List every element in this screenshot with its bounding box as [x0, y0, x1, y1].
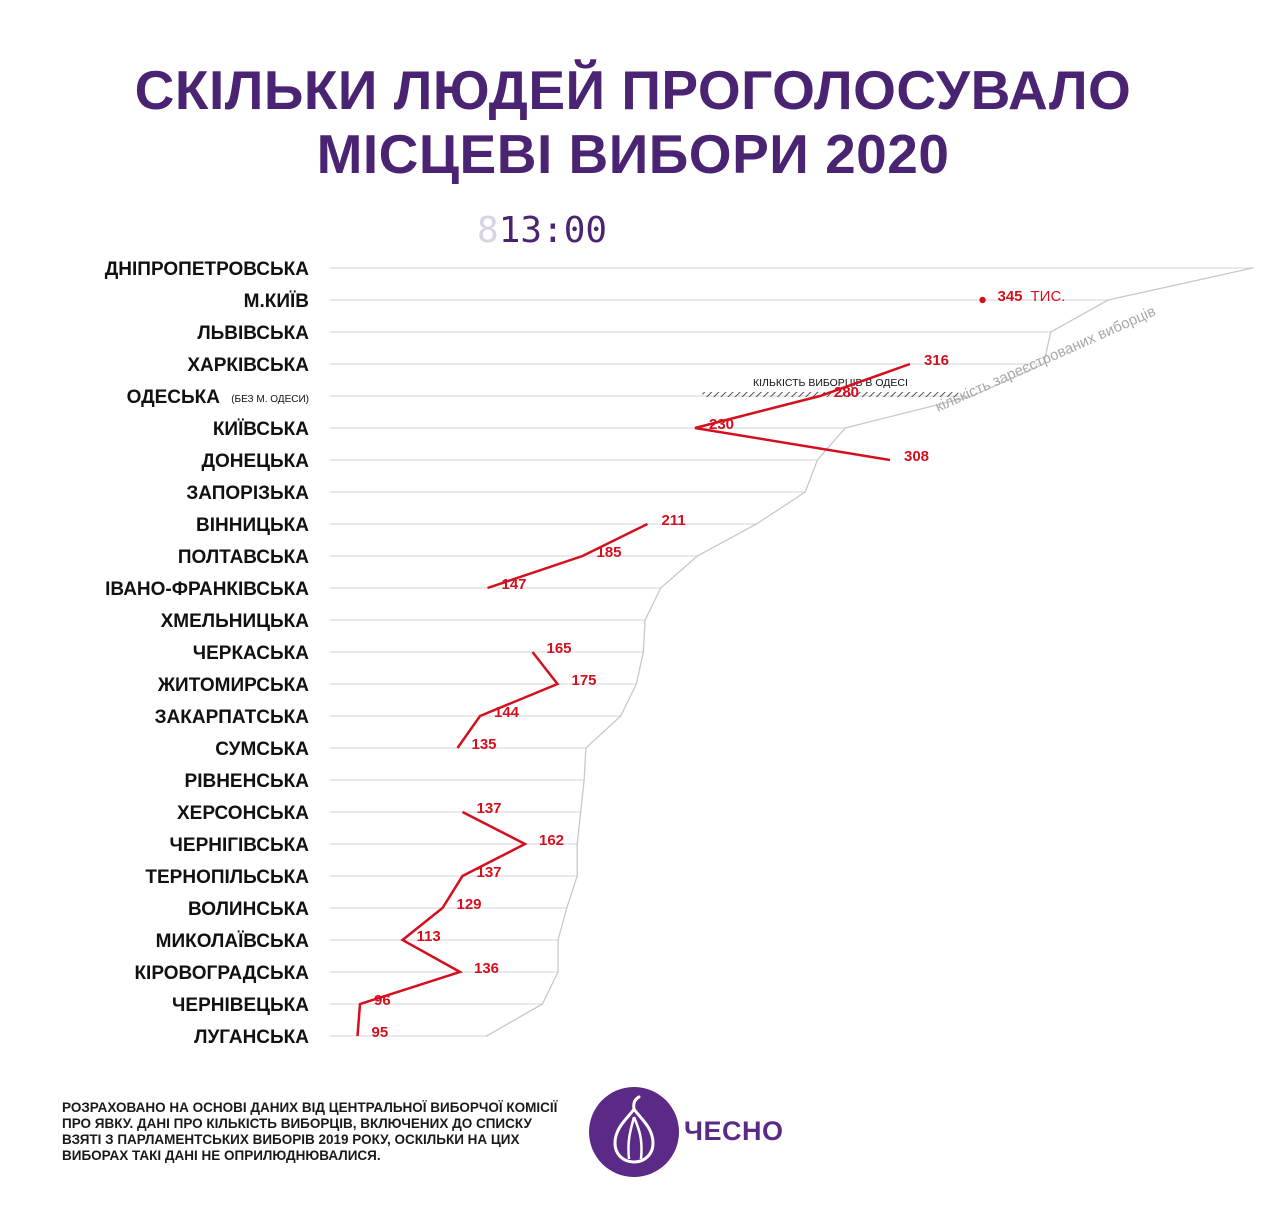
logo-text: ЧЕСНО — [684, 1116, 784, 1146]
registered-voters-point — [541, 1003, 544, 1005]
turnout-line-segment — [487, 522, 649, 590]
registered-voters-point — [557, 971, 559, 973]
turnout-chart: кількість зареєстрованих виборців КІЛЬКІ… — [105, 259, 1254, 1048]
turnout-value-label: 185 — [597, 544, 622, 561]
category-label: ЖИТОМИРСЬКА — [157, 675, 309, 696]
registered-voters-point — [579, 811, 582, 813]
category-label: ПОЛТАВСЬКА — [178, 547, 309, 568]
category-label: ЧЕРНІВЕЦЬКА — [172, 995, 309, 1016]
registered-voters-point — [696, 555, 699, 557]
turnout-value-label: 308 — [904, 448, 929, 465]
turnout-value-label: 135 — [472, 736, 497, 753]
annotations: КІЛЬКІСТЬ ВИБОРЦІВ В ОДЕСІ — [702, 377, 959, 397]
category-label: ХАРКІВСЬКА — [187, 355, 309, 376]
category-label: СУМСЬКА — [215, 739, 309, 760]
turnout-value-label: 137 — [477, 800, 502, 817]
clock-display: 813:00 — [477, 210, 607, 251]
registered-voters-point — [971, 395, 974, 397]
turnout-value-label: 136 — [474, 960, 499, 977]
category-label: ЛУГАНСЬКА — [194, 1027, 309, 1048]
registered-voters-point — [755, 523, 758, 525]
category-label: МИКОЛАЇВСЬКА — [156, 931, 310, 952]
category-label: КИЇВСЬКА — [213, 419, 309, 440]
category-label: ХЕРСОНСЬКА — [177, 803, 309, 824]
registered-voters-point — [1042, 363, 1045, 365]
turnout-value-label: 211 — [662, 512, 686, 529]
turnout-value-label: 345 — [998, 288, 1023, 305]
registered-voters-point — [619, 715, 622, 717]
registered-voters-point — [1251, 267, 1254, 269]
category-label: ЗАКАРПАТСЬКА — [155, 707, 310, 728]
category-label: РІВНЕНСЬКА — [185, 771, 310, 792]
turnout-series: 345 ТИС.316280230308211185147165175144135… — [356, 288, 1066, 1041]
turnout-line-segment — [356, 810, 528, 1037]
registered-voters-point — [644, 619, 646, 621]
footnote: РОЗРАХОВАНО НА ОСНОВІ ДАНИХ ВІД ЦЕНТРАЛЬ… — [62, 1100, 558, 1163]
category-label: ІВАНО-ФРАНКІВСЬКА — [105, 579, 309, 600]
category-label: ВОЛИНСЬКА — [188, 899, 309, 920]
registered-voters-point — [642, 651, 645, 653]
turnout-value-label: 129 — [457, 896, 482, 913]
turnout-value-label: 95 — [372, 1024, 389, 1041]
category-label: ЛЬВІВСЬКА — [197, 323, 309, 344]
registered-voters-point — [565, 907, 568, 909]
category-label: ТЕРНОПІЛЬСЬКА — [145, 867, 309, 888]
registered-voters-point — [844, 427, 847, 429]
category-label: КІРОВОГРАДСЬКА — [134, 963, 309, 984]
registered-voters-point — [1049, 331, 1052, 333]
registered-voters-point — [635, 683, 638, 685]
category-label: ЗАПОРІЗЬКА — [186, 483, 309, 504]
registered-voters-point — [485, 1035, 488, 1037]
odesa-hatch-bar — [702, 392, 959, 397]
registered-voters-point — [576, 875, 578, 877]
category-label: ДОНЕЦЬКА — [201, 451, 309, 472]
turnout-value-label: 162 — [539, 832, 564, 849]
clock-time: 13:00 — [498, 210, 608, 251]
clock-ghost-digit: 8 — [477, 210, 499, 251]
garlic-icon — [589, 1087, 679, 1177]
turnout-line-segment — [456, 651, 560, 749]
turnout-point — [979, 296, 986, 304]
category-label: ОДЕСЬКА — [127, 387, 221, 408]
category-label: ЧЕРКАСЬКА — [193, 643, 310, 664]
registered-voters-label: кількість зареєстрованих виборців — [933, 303, 1159, 416]
turnout-value-label: 175 — [572, 672, 597, 689]
category-label: ЧЕРНІГІВСЬКА — [170, 835, 310, 856]
registered-voters-point — [804, 491, 807, 493]
turnout-value-label: 137 — [477, 864, 502, 881]
category-note: (БЕЗ М. ОДЕСИ) — [231, 394, 309, 405]
turnout-value-label: 165 — [547, 640, 572, 657]
turnout-line-segment — [694, 362, 911, 462]
grid-lines — [330, 267, 1253, 1037]
registered-voters-point — [585, 747, 587, 749]
category-labels: ДНІПРОПЕТРОВСЬКА М.КИЇВ ЛЬВІВСЬКА ХАРКІВСЬК… — [105, 259, 310, 1048]
category-label: ХМЕЛЬНИЦЬКА — [161, 611, 310, 632]
registered-voters-point — [583, 779, 585, 781]
category-label: М.КИЇВ — [244, 291, 309, 312]
category-label: ВІННИЦЬКА — [196, 515, 309, 536]
registered-voters-point — [1107, 299, 1109, 301]
annotation-label: КІЛЬКІСТЬ ВИБОРЦІВ В ОДЕСІ — [753, 377, 908, 389]
registered-voters-point — [659, 587, 662, 589]
turnout-value-label: 144 — [494, 704, 520, 721]
title-line-2: МІСЦЕВІ ВИБОРИ 2020 — [316, 123, 950, 185]
turnout-value-label: 316 — [924, 352, 949, 369]
turnout-value-label: 113 — [417, 928, 441, 945]
registered-voters-point — [557, 939, 559, 941]
chart-title: СКІЛЬКИ ЛЮДЕЙ ПРОГОЛОСУВАЛО МІСЦЕВІ ВИБО… — [0, 58, 1266, 186]
registered-voters-point — [576, 843, 578, 845]
title-line-1: СКІЛЬКИ ЛЮДЕЙ ПРОГОЛОСУВАЛО — [134, 59, 1132, 121]
turnout-unit-label: ТИС. — [1031, 288, 1066, 305]
category-label: ДНІПРОПЕТРОВСЬКА — [105, 259, 310, 280]
registered-voters-point — [816, 459, 819, 461]
